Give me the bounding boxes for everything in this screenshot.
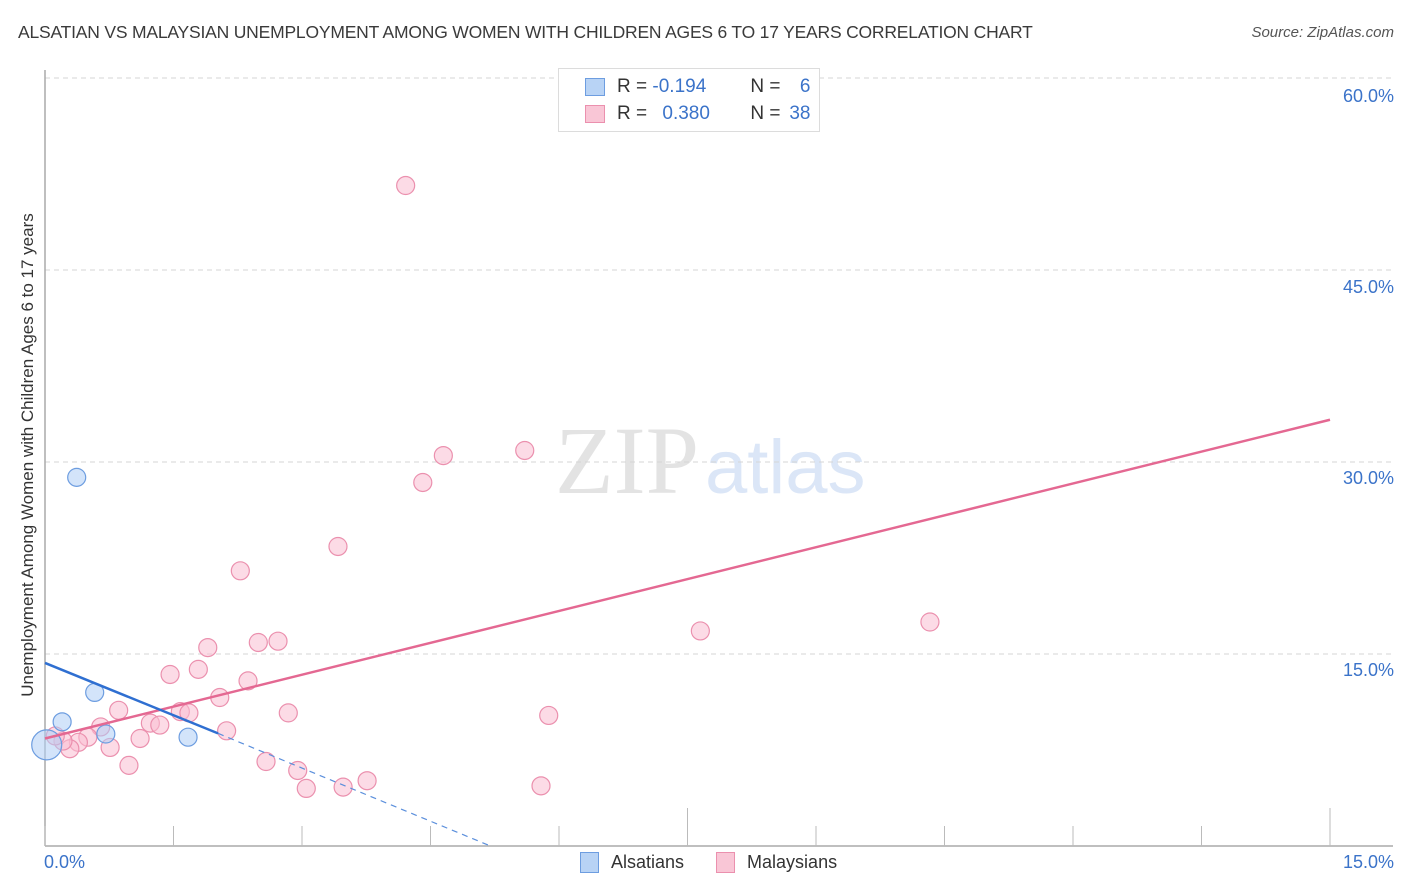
malaysians-point [230, 561, 250, 581]
malaysians-point [278, 703, 298, 723]
watermark: ZIPatlas [555, 405, 866, 516]
malaysians-point [217, 721, 237, 741]
malaysians-point [248, 632, 268, 653]
y-tick-15: 15.0% [1342, 660, 1394, 680]
legend-item-malaysians[interactable]: Malaysians [716, 852, 837, 873]
malaysians-point [515, 440, 535, 461]
n-label: N = [750, 103, 781, 124]
legend-label: Malaysians [747, 852, 838, 872]
malaysians-point [296, 778, 316, 799]
y-tick-30: 30.0% [1342, 468, 1394, 488]
r-label: R = [617, 76, 648, 97]
malaysians-point [198, 637, 218, 658]
malaysians-point [188, 659, 208, 679]
r-value: -0.194 [652, 76, 707, 97]
x-tick-15: 15.0% [1342, 852, 1394, 872]
malaysians-point [160, 664, 180, 685]
chart-title: ALSATIAN VS MALAYSIAN UNEMPLOYMENT AMONG… [18, 22, 1033, 42]
watermark-atlas: atlas [705, 425, 866, 510]
malaysians-trendline [44, 418, 1331, 740]
malaysians-point [433, 446, 453, 466]
malaysians-point [531, 776, 551, 796]
alsatians-point [96, 724, 116, 744]
alsatians-point [67, 467, 87, 487]
n-label: N = [750, 76, 781, 97]
alsatians-swatch-icon [580, 852, 599, 873]
alsatians-point [52, 712, 72, 732]
legend-label: Alsatians [611, 852, 685, 872]
malaysians-point [328, 536, 348, 557]
malaysians-point [256, 751, 276, 772]
malaysians-point [150, 715, 170, 735]
malaysians-point [539, 705, 559, 726]
legend-row-alsatians: R = -0.194 N = 6 [585, 75, 811, 99]
y-tick-60: 60.0% [1342, 86, 1394, 106]
r-label: R = [617, 103, 648, 124]
malaysians-point [268, 631, 288, 651]
malaysians-point [288, 760, 308, 781]
n-value: 6 [799, 76, 811, 97]
legend-row-malaysians: R = 0.380 N = 38 [585, 102, 811, 126]
n-value: 38 [789, 103, 811, 124]
alsatians-swatch-icon [585, 78, 605, 96]
malaysians-point [357, 771, 377, 791]
malaysians-point [109, 700, 129, 720]
legend-item-alsatians[interactable]: Alsatians [580, 852, 684, 873]
malaysians-point [396, 175, 416, 196]
malaysians-swatch-icon [585, 105, 605, 123]
alsatians-trendline-extrapolated [217, 732, 491, 847]
y-tick-45: 45.0% [1342, 277, 1394, 297]
malaysians-point [413, 472, 433, 493]
malaysians-point [238, 671, 258, 691]
source-label: Source: ZipAtlas.com [1251, 24, 1394, 41]
x-tick-0: 0.0% [44, 852, 86, 872]
watermark-zip: ZIP [555, 407, 699, 514]
r-value: 0.380 [662, 103, 710, 124]
malaysians-point [130, 728, 150, 749]
malaysians-point [119, 755, 139, 775]
series-legend: Alsatians Malaysians [580, 852, 869, 873]
malaysians-swatch-icon [716, 852, 736, 873]
malaysians-point [920, 612, 940, 632]
correlation-legend: R = -0.194 N = 6 R = 0.380 N = 38 [558, 68, 820, 132]
malaysians-point [333, 777, 353, 797]
alsatians-trendline [44, 661, 219, 735]
malaysians-point [690, 621, 710, 641]
y-axis-label: Unemployment Among Women with Children A… [18, 213, 37, 697]
alsatians-point [178, 727, 198, 747]
